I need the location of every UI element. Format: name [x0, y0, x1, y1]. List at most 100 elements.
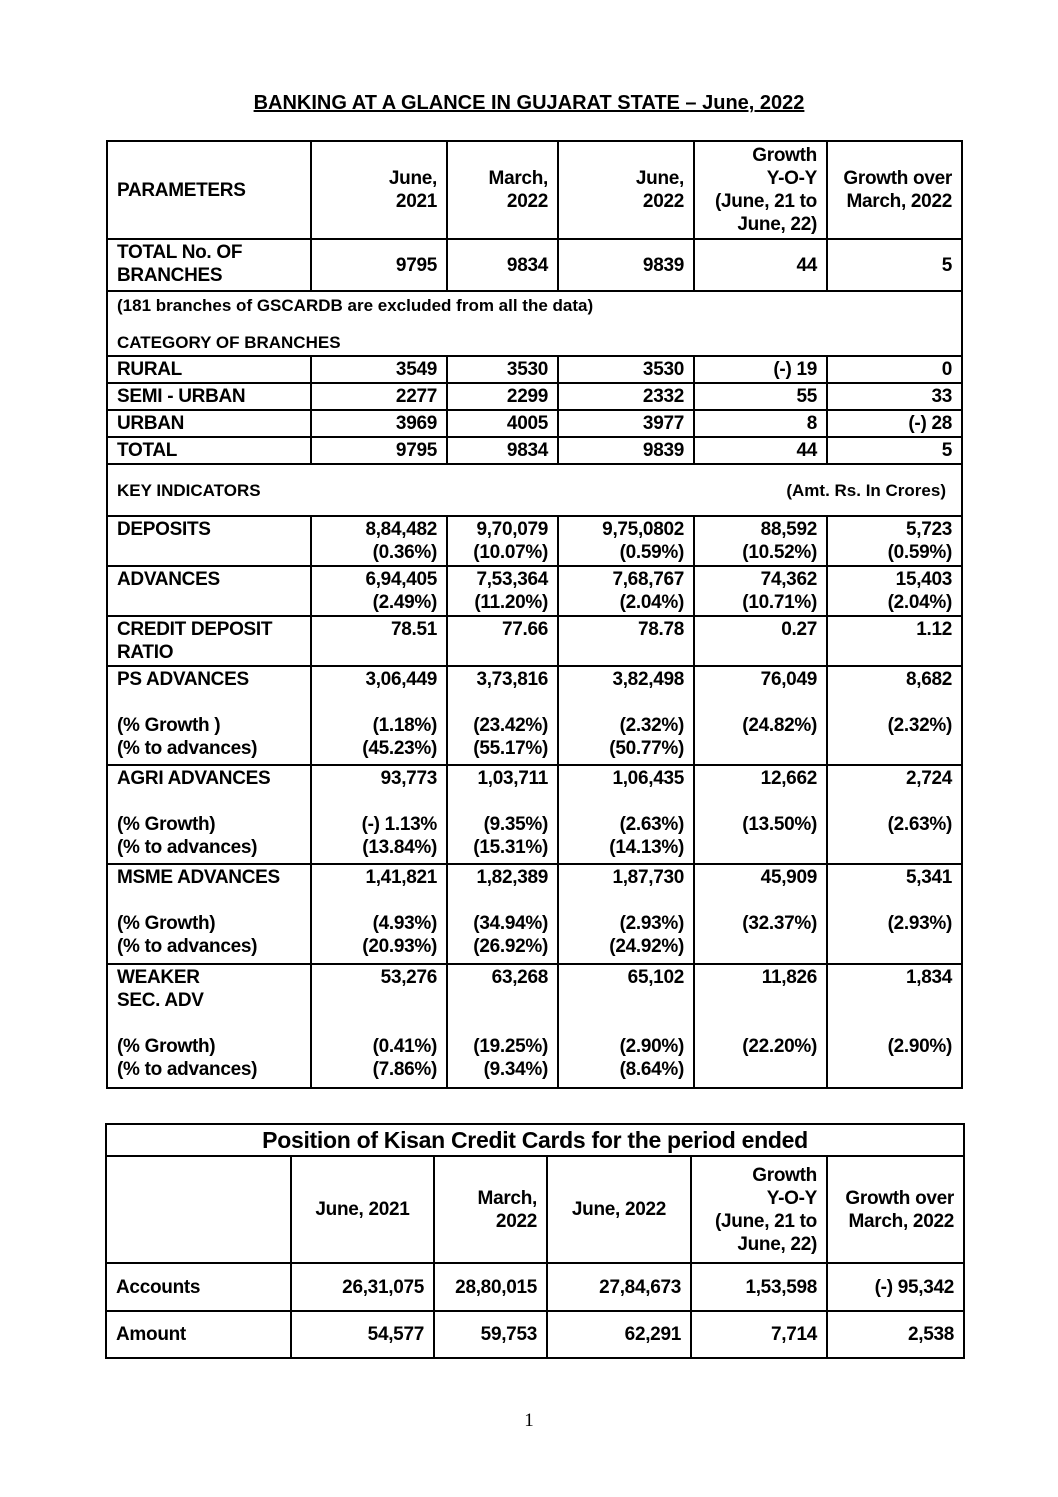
header-cell: Growth Y-O-Y (June, 21 to June, 22) [693, 140, 828, 240]
row-label: MSME ADVANCES (% Growth) (% to advances) [106, 863, 312, 965]
row-label: AGRI ADVANCES (% Growth) (% to advances) [106, 764, 312, 865]
cell: (-) 19 [693, 355, 828, 384]
row-label: TOTAL [106, 436, 312, 465]
row-label: RURAL [106, 355, 312, 384]
cell: 44 [693, 436, 828, 465]
cell: 11,826 (22.20%) [693, 963, 828, 1089]
kcc-rows: Accounts 26,31,075 28,80,015 27,84,673 1,53,… [105, 1262, 966, 1359]
cell: 78.51 [310, 615, 448, 667]
cell: 8,84,482 (0.36%) [310, 515, 448, 567]
cell: 26,31,075 [290, 1262, 435, 1312]
table-row: AGRI ADVANCES (% Growth) (% to advances)… [106, 764, 963, 865]
cell: 8,682 (2.32%) [826, 665, 963, 766]
row-label: CREDIT DEPOSIT RATIO [106, 615, 312, 667]
cell: 6,94,405 (2.49%) [310, 565, 448, 617]
cell: 1,06,435 (2.63%) (14.13%) [557, 764, 695, 865]
cell: 1,41,821 (4.93%) (20.93%) [310, 863, 448, 965]
row-label: TOTAL No. OF BRANCHES [106, 238, 312, 292]
row-label: DEPOSITS [106, 515, 312, 567]
kcc-table: Position of Kisan Credit Cards for the p… [104, 1123, 966, 1359]
cell: 8 [693, 409, 828, 438]
cell: 44 [693, 238, 828, 292]
cell: 62,291 [546, 1310, 692, 1359]
cell: 88,592 (10.52%) [693, 515, 828, 567]
row-label: URBAN [106, 409, 312, 438]
table-row: TOTAL 9795 9834 9839 44 5 [106, 436, 963, 465]
banking-table: PARAMETERS June, 2021 March, 2022 June, … [106, 140, 963, 1089]
cell: 3,82,498 (2.32%) (50.77%) [557, 665, 695, 766]
page-title: BANKING AT A GLANCE IN GUJARAT STATE – J… [253, 92, 805, 114]
cell: (-) 95,342 [825, 1262, 966, 1312]
cell: 78.78 [557, 615, 695, 667]
cell: 76,049 (24.82%) [693, 665, 828, 766]
cell: 9,70,079 (10.07%) [446, 515, 559, 567]
table-row: DEPOSITS 8,84,482 (0.36%) 9,70,079 (10.07%… [106, 515, 963, 567]
key-indicators-row: KEY INDICATORS (Amt. Rs. In Crores) [106, 463, 963, 517]
table-row: MSME ADVANCES (% Growth) (% to advances)… [106, 863, 963, 965]
cell: 2332 [557, 382, 695, 411]
cell: 3969 [310, 409, 448, 438]
cell: 53,276 (0.41%) (7.86%) [310, 963, 448, 1089]
table-row: Accounts 26,31,075 28,80,015 27,84,673 1,53,… [105, 1262, 966, 1312]
cell: 1,82,389 (34.94%) (26.92%) [446, 863, 559, 965]
header-cell: March, 2022 [446, 140, 559, 240]
cell: 9839 [557, 238, 695, 292]
cell: 1,834 (2.90%) [826, 963, 963, 1089]
exclusion-note: (181 branches of GSCARDB are excluded fr… [117, 296, 594, 315]
table-row: ADVANCES 6,94,405 (2.49%) 7,53,364 (11.20%… [106, 565, 963, 617]
cell: 65,102 (2.90%) (8.64%) [557, 963, 695, 1089]
row-label: WEAKER SEC. ADV (% Growth) (% to advance… [106, 963, 312, 1089]
header-row: PARAMETERS June, 2021 March, 2022 June, … [106, 140, 963, 240]
cell: 28,80,015 [433, 1262, 548, 1312]
category-heading: CATEGORY OF BRANCHES [117, 333, 341, 352]
cell: 1,53,598 [690, 1262, 828, 1312]
header-cell: Growth Y-O-Y (June, 21 to June, 22) [690, 1155, 828, 1264]
header-cell: Growth over March, 2022 [825, 1155, 966, 1264]
table-row: SEMI - URBAN 2277 2299 2332 55 33 [106, 382, 963, 411]
indicator-rows: DEPOSITS 8,84,482 (0.36%) 9,70,079 (10.07%… [106, 515, 963, 1089]
cell: 7,714 [690, 1310, 828, 1359]
cell: 3977 [557, 409, 695, 438]
cell: 55 [693, 382, 828, 411]
cell: 9834 [446, 436, 559, 465]
header-cell: June, 2022 [546, 1155, 692, 1264]
header-cell: June, 2021 [290, 1155, 435, 1264]
cell: 59,753 [433, 1310, 548, 1359]
cell: 54,577 [290, 1310, 435, 1359]
cell: 2,538 [825, 1310, 966, 1359]
table-row: RURAL 3549 3530 3530 (-) 19 0 [106, 355, 963, 384]
header-cell [105, 1155, 292, 1264]
cell: 0.27 [693, 615, 828, 667]
row-label: ADVANCES [106, 565, 312, 617]
cell: 5,341 (2.93%) [826, 863, 963, 965]
cell: 3530 [557, 355, 695, 384]
header-cell: June, 2022 [557, 140, 695, 240]
cell: 9795 [310, 436, 448, 465]
cell: 3,06,449 (1.18%) (45.23%) [310, 665, 448, 766]
header-cell: June, 2021 [310, 140, 448, 240]
cell: 3530 [446, 355, 559, 384]
table-row: URBAN 3969 4005 3977 8 (-) 28 [106, 409, 963, 438]
cell: 63,268 (19.25%) (9.34%) [446, 963, 559, 1089]
cell: 5 [826, 436, 963, 465]
cell: 0 [826, 355, 963, 384]
amount-unit: (Amt. Rs. In Crores) [786, 480, 946, 500]
cell: 4005 [446, 409, 559, 438]
cell: 3,73,816 (23.42%) (55.17%) [446, 665, 559, 766]
cell: 12,662 (13.50%) [693, 764, 828, 865]
cell: 5 [826, 238, 963, 292]
cell: 7,68,767 (2.04%) [557, 565, 695, 617]
cell: 1,87,730 (2.93%) (24.92%) [557, 863, 695, 965]
cell: 2299 [446, 382, 559, 411]
cell: 9795 [310, 238, 448, 292]
cell: 77.66 [446, 615, 559, 667]
cell: 5,723 (0.59%) [826, 515, 963, 567]
key-indicators-heading: KEY INDICATORS [117, 480, 261, 500]
cell: 9,75,0802 (0.59%) [557, 515, 695, 567]
row-label: PS ADVANCES (% Growth ) (% to advances) [106, 665, 312, 766]
cell: 2277 [310, 382, 448, 411]
header-cell: March, 2022 [433, 1155, 548, 1264]
cell: 1.12 [826, 615, 963, 667]
cell: (-) 28 [826, 409, 963, 438]
